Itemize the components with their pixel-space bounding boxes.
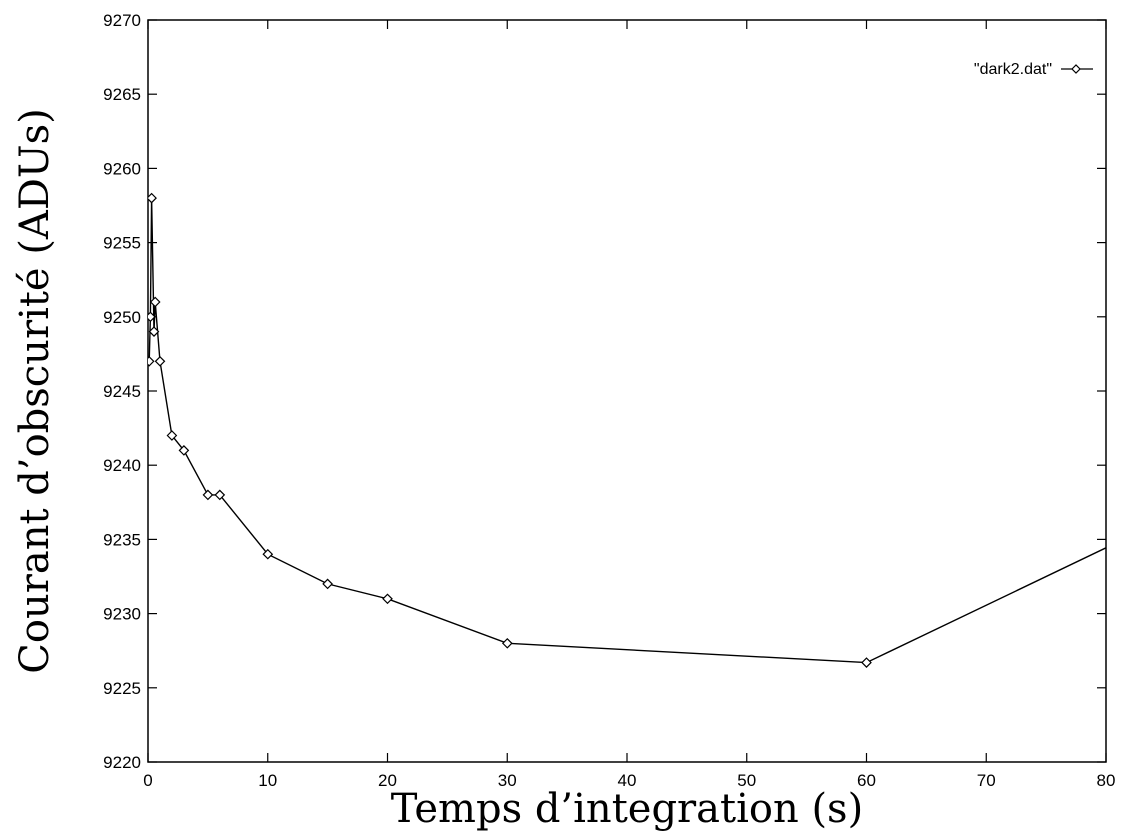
- series-layer: [148, 192, 1106, 668]
- legend: "dark2.dat": [974, 61, 1093, 78]
- data-point: [861, 657, 872, 668]
- series-line: [148, 198, 1106, 664]
- x-axis-title: Temps d’integration (s): [391, 786, 863, 832]
- y-tick-label: 9245: [103, 382, 141, 401]
- data-point: [501, 637, 513, 649]
- y-tick-label: 9235: [103, 530, 141, 549]
- x-tick-label: 20: [378, 771, 397, 790]
- y-tick-label: 9240: [103, 456, 141, 475]
- data-point: [214, 489, 226, 501]
- data-point: [148, 326, 160, 337]
- y-tick-label: 9220: [103, 753, 141, 772]
- y-tick-label: 9255: [103, 234, 141, 253]
- data-point: [148, 192, 157, 204]
- x-axis-ticks: 0 10 20 30 40 50 60 70 80: [143, 20, 1115, 790]
- plot-frame: [147, 19, 1107, 763]
- data-point: [262, 548, 274, 560]
- data-point: [178, 445, 190, 456]
- data-point: [148, 311, 156, 323]
- data-point: [154, 355, 166, 367]
- y-tick-label: 9265: [103, 85, 141, 104]
- x-tick-label: 70: [977, 771, 996, 790]
- y-tick-label: 9225: [103, 679, 141, 698]
- x-tick-label: 10: [258, 771, 277, 790]
- data-point: [148, 355, 155, 367]
- legend-marker: [1071, 64, 1081, 74]
- legend-label: "dark2.dat": [974, 61, 1052, 78]
- y-tick-label: 9260: [103, 159, 141, 178]
- x-tick-label: 30: [498, 771, 517, 790]
- data-point: [166, 430, 178, 441]
- data-point: [149, 296, 161, 308]
- data-point: [202, 489, 214, 501]
- x-tick-label: 50: [737, 771, 756, 790]
- x-tick-label: 60: [857, 771, 876, 790]
- y-tick-label: 9270: [103, 11, 141, 30]
- y-tick-label: 9250: [103, 308, 141, 327]
- x-tick-label: 80: [1097, 771, 1116, 790]
- x-tick-label: 40: [618, 771, 637, 790]
- data-point: [382, 593, 393, 605]
- y-axis-title: Courant d’obscurité (ADUs): [12, 108, 58, 673]
- y-axis-ticks: 9220 9225 9230 9235 9240 9245 9250 9255 9260 9265…: [103, 11, 1106, 772]
- x-tick-label: 0: [143, 771, 152, 790]
- y-tick-label: 9230: [103, 605, 141, 624]
- data-point: [322, 578, 333, 590]
